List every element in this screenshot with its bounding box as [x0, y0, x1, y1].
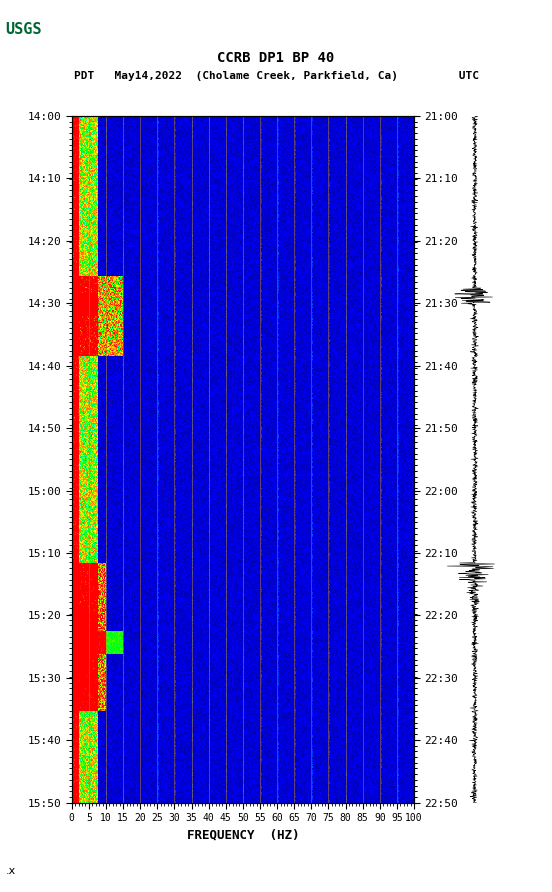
Text: PDT   May14,2022  (Cholame Creek, Parkfield, Ca)         UTC: PDT May14,2022 (Cholame Creek, Parkfield…	[73, 70, 479, 81]
X-axis label: FREQUENCY  (HZ): FREQUENCY (HZ)	[187, 829, 299, 842]
Text: USGS: USGS	[6, 22, 42, 37]
Text: CCRB DP1 BP 40: CCRB DP1 BP 40	[217, 51, 335, 65]
Text: .x: .x	[6, 866, 16, 876]
